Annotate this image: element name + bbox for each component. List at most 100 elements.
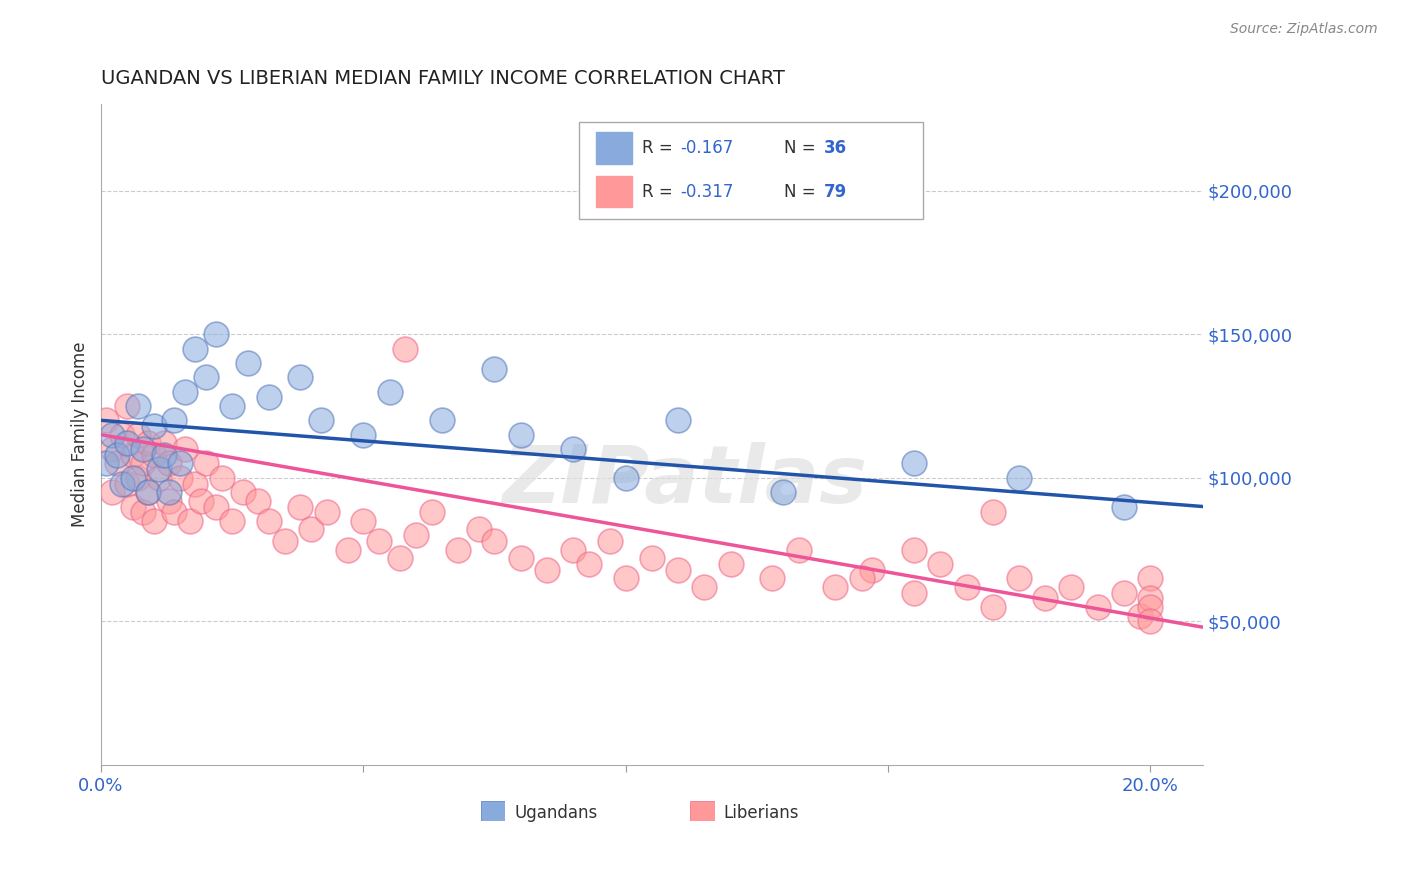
Point — [641, 551, 664, 566]
Point — [136, 485, 159, 500]
Point — [352, 514, 374, 528]
Point — [179, 514, 201, 528]
Point — [299, 523, 322, 537]
Point — [467, 523, 489, 537]
Point — [693, 580, 716, 594]
Point — [614, 471, 637, 485]
Point — [666, 563, 689, 577]
Point — [105, 457, 128, 471]
Point — [352, 427, 374, 442]
Point — [394, 342, 416, 356]
Point — [273, 533, 295, 548]
Point — [127, 471, 149, 485]
Point — [136, 485, 159, 500]
Point — [163, 505, 186, 519]
Point — [389, 551, 412, 566]
Point — [105, 448, 128, 462]
Point — [117, 436, 139, 450]
Text: ZIPatlas: ZIPatlas — [502, 442, 868, 520]
Point — [484, 533, 506, 548]
Point — [509, 551, 531, 566]
Point — [1112, 585, 1135, 599]
Point — [430, 413, 453, 427]
Point — [194, 370, 217, 384]
Point — [1139, 600, 1161, 615]
Point — [761, 571, 783, 585]
Point — [194, 457, 217, 471]
Point — [290, 370, 312, 384]
Point — [1139, 615, 1161, 629]
Point — [447, 542, 470, 557]
Point — [1112, 500, 1135, 514]
Point — [1139, 591, 1161, 606]
Point — [153, 436, 176, 450]
Point — [211, 471, 233, 485]
Point — [247, 493, 270, 508]
Point — [121, 500, 143, 514]
Point — [117, 399, 139, 413]
Point — [824, 580, 846, 594]
Point — [169, 471, 191, 485]
Point — [257, 514, 280, 528]
Point — [1008, 571, 1031, 585]
Point — [142, 419, 165, 434]
Point — [157, 457, 180, 471]
Text: Ugandans: Ugandans — [515, 804, 598, 822]
Point — [666, 413, 689, 427]
Point — [536, 563, 558, 577]
Point — [127, 427, 149, 442]
Point — [420, 505, 443, 519]
Point — [153, 448, 176, 462]
Point — [96, 413, 118, 427]
Point — [100, 442, 122, 456]
Point — [981, 600, 1004, 615]
Point — [903, 542, 925, 557]
Point — [290, 500, 312, 514]
Point — [614, 571, 637, 585]
Point — [100, 485, 122, 500]
Point — [720, 557, 742, 571]
Point — [142, 448, 165, 462]
Point — [111, 476, 134, 491]
Point — [184, 476, 207, 491]
Point — [174, 442, 197, 456]
Point — [378, 384, 401, 399]
Point — [221, 514, 243, 528]
Point — [1129, 608, 1152, 623]
Point — [184, 342, 207, 356]
Point — [860, 563, 883, 577]
Point — [174, 384, 197, 399]
Point — [1033, 591, 1056, 606]
Point — [111, 427, 134, 442]
Point — [169, 457, 191, 471]
Point — [100, 427, 122, 442]
Point — [981, 505, 1004, 519]
Point — [772, 485, 794, 500]
Point — [368, 533, 391, 548]
Point — [484, 361, 506, 376]
Point — [205, 500, 228, 514]
Point — [205, 327, 228, 342]
Point — [121, 471, 143, 485]
Point — [96, 457, 118, 471]
Point — [190, 493, 212, 508]
Point — [562, 442, 585, 456]
Point — [257, 390, 280, 404]
Point — [121, 448, 143, 462]
Point — [221, 399, 243, 413]
Point — [1060, 580, 1083, 594]
Point — [1087, 600, 1109, 615]
Point — [148, 462, 170, 476]
Point — [157, 485, 180, 500]
Point — [929, 557, 952, 571]
Point — [132, 442, 155, 456]
Point — [903, 457, 925, 471]
Point — [405, 528, 427, 542]
Point — [955, 580, 977, 594]
Point — [311, 413, 333, 427]
Point — [1008, 471, 1031, 485]
Point — [562, 542, 585, 557]
Text: Source: ZipAtlas.com: Source: ZipAtlas.com — [1230, 22, 1378, 37]
Point — [1139, 571, 1161, 585]
Point — [232, 485, 254, 500]
